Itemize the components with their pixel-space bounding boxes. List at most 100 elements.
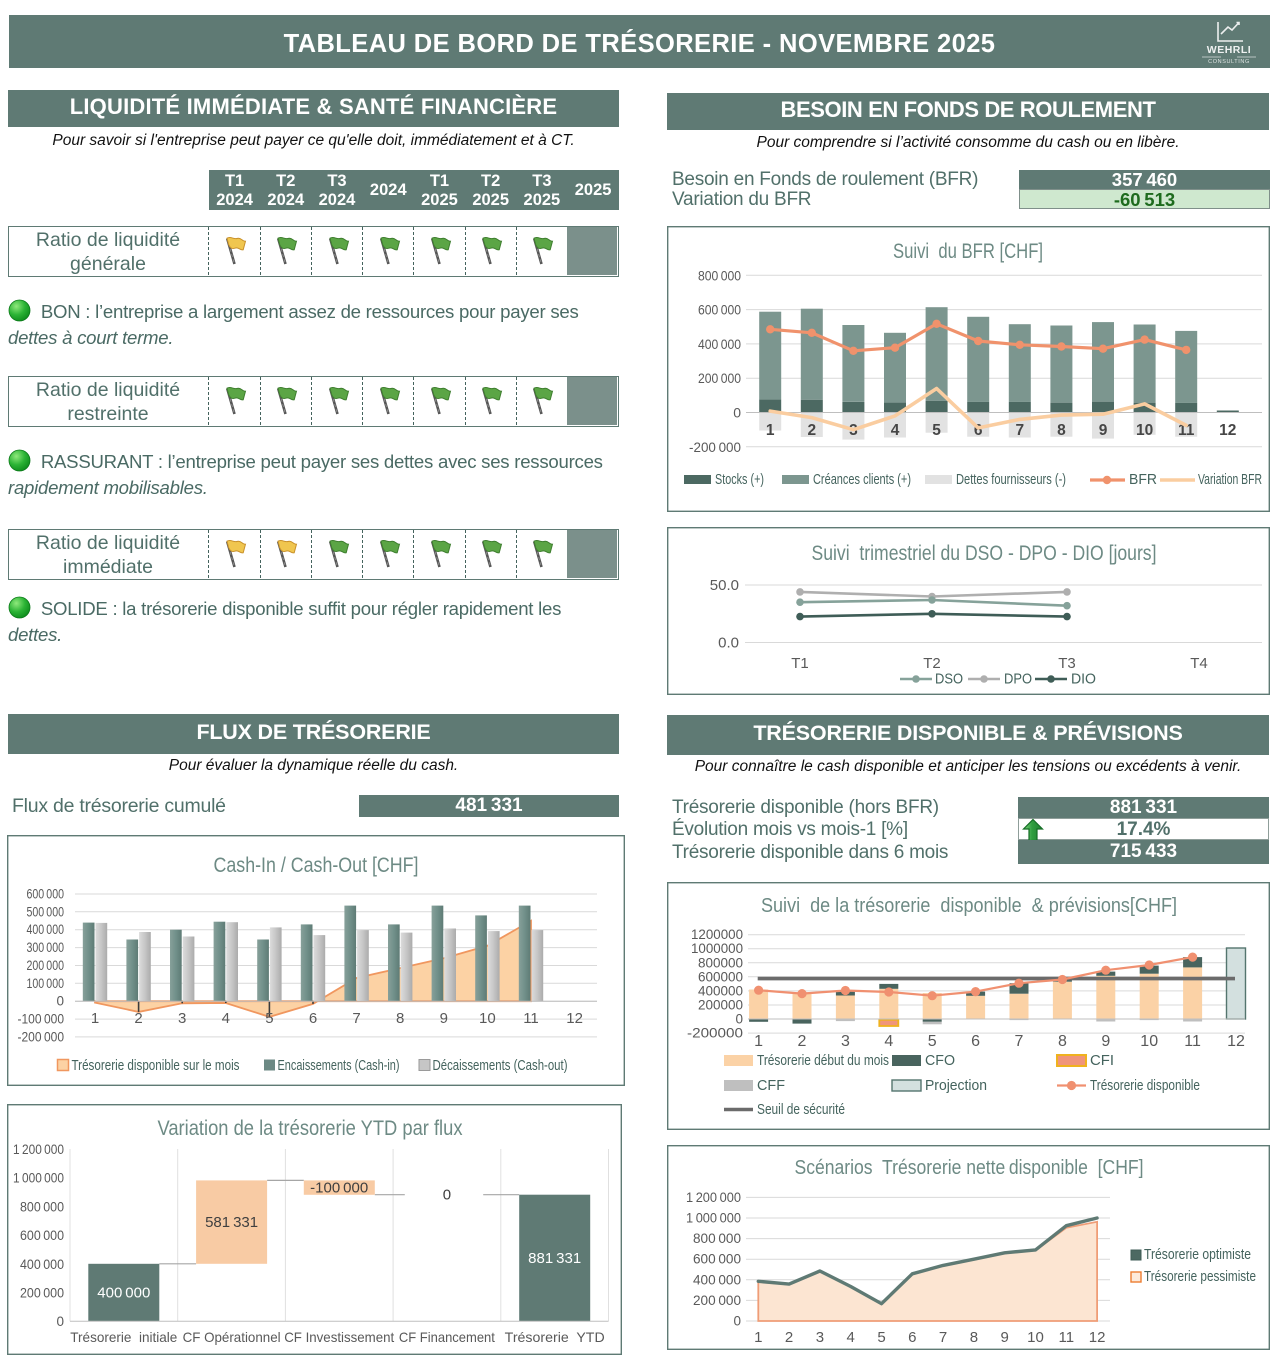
svg-text:600000: 600000: [698, 969, 743, 984]
svg-text:Dettes fournisseurs (-): Dettes fournisseurs (-): [956, 472, 1066, 488]
svg-text:-200 000: -200 000: [689, 439, 741, 455]
svg-text:200000: 200000: [698, 998, 743, 1013]
svg-text:CFO: CFO: [925, 1053, 955, 1069]
svg-text:200 000: 200 000: [693, 1293, 741, 1308]
svg-text:2: 2: [807, 422, 816, 439]
svg-text:1 200 000: 1 200 000: [13, 1142, 64, 1157]
svg-text:7: 7: [939, 1329, 947, 1346]
svg-text:6: 6: [974, 422, 983, 439]
svg-text:3: 3: [816, 1329, 824, 1346]
svg-text:881 331: 881 331: [528, 1250, 581, 1267]
svg-text:11: 11: [1178, 422, 1195, 439]
svg-text:4: 4: [884, 1033, 893, 1050]
svg-text:600 000: 600 000: [27, 887, 65, 902]
svg-text:Trésorerie début du mois: Trésorerie début du mois: [757, 1053, 889, 1069]
svg-text:Seuil de sécurité: Seuil de sécurité: [757, 1102, 845, 1118]
svg-text:0: 0: [56, 1314, 64, 1329]
svg-text:T2: T2: [923, 655, 941, 672]
svg-text:9: 9: [1101, 1033, 1110, 1050]
svg-text:Variation BFR: Variation BFR: [1198, 472, 1262, 488]
svg-text:8: 8: [970, 1329, 978, 1346]
svg-text:T3: T3: [1058, 655, 1076, 672]
svg-text:5: 5: [928, 1033, 937, 1050]
svg-text:DIO: DIO: [1071, 672, 1096, 688]
svg-text:8: 8: [396, 1010, 404, 1027]
svg-text:800 000: 800 000: [693, 1231, 741, 1246]
svg-text:Trésorerie disponible sur le m: Trésorerie disponible sur le mois: [72, 1058, 240, 1074]
svg-text:2: 2: [798, 1033, 807, 1050]
svg-text:1: 1: [766, 422, 775, 439]
svg-text:6: 6: [309, 1010, 317, 1027]
svg-text:9: 9: [1001, 1329, 1009, 1346]
svg-text:600 000: 600 000: [20, 1228, 64, 1243]
svg-text:11: 11: [523, 1010, 539, 1027]
svg-text:100 000: 100 000: [27, 976, 65, 991]
svg-text:400 000: 400 000: [27, 922, 65, 937]
svg-text:T4: T4: [1190, 655, 1208, 672]
svg-text:300 000: 300 000: [27, 940, 65, 955]
svg-text:12: 12: [566, 1010, 583, 1027]
svg-text:-200000: -200000: [687, 1026, 743, 1041]
svg-text:-200 000: -200 000: [18, 1029, 65, 1044]
svg-text:DPO: DPO: [1004, 672, 1032, 688]
svg-text:7: 7: [1015, 1033, 1024, 1050]
svg-text:4: 4: [847, 1329, 855, 1346]
svg-text:12: 12: [1227, 1033, 1245, 1050]
svg-text:Encaissements (Cash-in): Encaissements (Cash-in): [278, 1058, 400, 1074]
svg-text:Suivi du BFR [CHF]: Suivi du BFR [CHF]: [893, 240, 1043, 263]
svg-text:0: 0: [443, 1187, 451, 1204]
svg-text:Trésorerie initiale: Trésorerie initiale: [70, 1329, 177, 1345]
svg-text:400 000: 400 000: [693, 1272, 741, 1287]
svg-text:Décaissements (Cash-out): Décaissements (Cash-out): [433, 1058, 568, 1074]
svg-text:Stocks (+): Stocks (+): [715, 472, 764, 488]
svg-text:9: 9: [1099, 422, 1108, 439]
svg-text:400 000: 400 000: [20, 1257, 64, 1272]
svg-text:Scénarios Trésorerie nette di: Scénarios Trésorerie nette disponible [C…: [795, 1157, 1144, 1179]
svg-text:0: 0: [56, 994, 64, 1009]
svg-text:BFR: BFR: [1129, 472, 1157, 488]
svg-text:Suivi trimestriel du DSO - DP: Suivi trimestriel du DSO - DPO - DIO [jo…: [812, 542, 1157, 565]
svg-text:0: 0: [735, 1012, 743, 1027]
svg-text:200 000: 200 000: [698, 370, 741, 386]
svg-text:7: 7: [1015, 422, 1024, 439]
svg-text:1 000 000: 1 000 000: [13, 1171, 64, 1186]
svg-text:3: 3: [841, 1033, 850, 1050]
svg-text:Projection: Projection: [925, 1078, 987, 1094]
svg-text:10: 10: [1027, 1329, 1044, 1346]
svg-text:800 000: 800 000: [20, 1199, 64, 1214]
svg-text:581 331: 581 331: [205, 1214, 258, 1231]
svg-text:CF Opérationnel: CF Opérationnel: [183, 1329, 281, 1345]
svg-text:CF Investissement: CF Investissement: [284, 1329, 394, 1345]
svg-text:500 000: 500 000: [27, 904, 65, 919]
svg-text:4: 4: [222, 1010, 230, 1027]
svg-text:0: 0: [733, 405, 741, 421]
svg-text:6: 6: [908, 1329, 916, 1346]
svg-text:400 000: 400 000: [97, 1285, 150, 1302]
svg-text:800000: 800000: [698, 955, 743, 970]
svg-text:50.0: 50.0: [710, 577, 739, 594]
svg-text:0.0: 0.0: [718, 635, 739, 652]
svg-text:1200000: 1200000: [691, 927, 743, 942]
svg-text:CFF: CFF: [757, 1078, 785, 1094]
svg-text:-100 000: -100 000: [18, 1012, 65, 1027]
svg-text:-100 000: -100 000: [310, 1180, 368, 1197]
svg-text:600 000: 600 000: [693, 1252, 741, 1267]
svg-text:400000: 400000: [698, 983, 743, 998]
svg-text:10: 10: [479, 1010, 496, 1027]
svg-text:WEHRLI: WEHRLI: [1207, 44, 1251, 56]
svg-text:Cash-In / Cash-Out [CHF]: Cash-In / Cash-Out [CHF]: [214, 854, 419, 877]
svg-text:800 000: 800 000: [698, 267, 741, 283]
svg-text:12: 12: [1219, 422, 1236, 439]
svg-text:Trésorerie disponible: Trésorerie disponible: [1090, 1078, 1200, 1094]
svg-text:1: 1: [91, 1010, 99, 1027]
svg-text:Trésorerie pessimiste: Trésorerie pessimiste: [1144, 1269, 1256, 1285]
svg-text:2: 2: [134, 1010, 142, 1027]
svg-text:11: 11: [1059, 1329, 1075, 1346]
svg-text:1 000 000: 1 000 000: [686, 1211, 741, 1226]
svg-text:5: 5: [877, 1329, 885, 1346]
svg-text:200 000: 200 000: [20, 1286, 64, 1301]
svg-text:4: 4: [891, 422, 900, 439]
svg-text:Créances clients (+): Créances clients (+): [813, 472, 911, 488]
svg-text:12: 12: [1089, 1329, 1106, 1346]
svg-text:8: 8: [1058, 1033, 1067, 1050]
